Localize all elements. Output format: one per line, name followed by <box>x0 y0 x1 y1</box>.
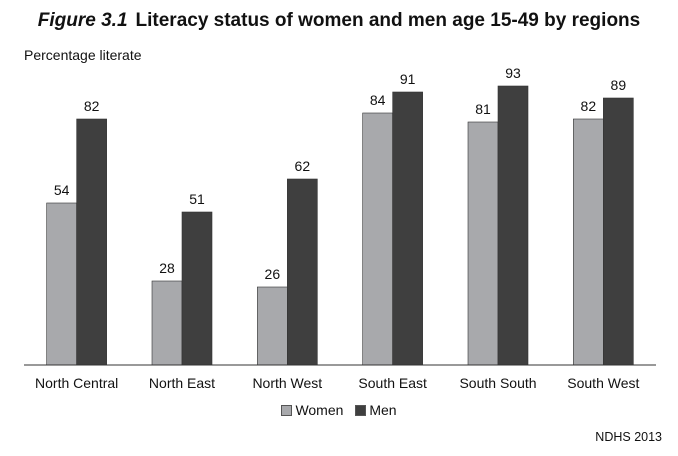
x-tick-label: North East <box>149 375 215 391</box>
bar-men-south-south <box>497 85 529 366</box>
source-note: NDHS 2013 <box>595 430 662 444</box>
bar-men-north-west <box>287 178 318 366</box>
x-tick-label: South South <box>459 375 536 391</box>
bar-women-south-south <box>467 121 499 366</box>
bar-chart: 54 82 North Central 28 51 North East 26 62 North… <box>24 65 656 391</box>
data-label-women-north-east: 28 <box>159 260 175 276</box>
data-label-women-south-west: 82 <box>581 98 597 114</box>
bar-men-south-east <box>392 91 423 366</box>
data-label-women-north-central: 54 <box>54 182 70 198</box>
data-label-women-south-east: 84 <box>370 92 386 108</box>
data-label-men-north-east: 51 <box>189 191 205 207</box>
data-label-men-south-east: 91 <box>400 71 416 87</box>
x-tick-label: South West <box>567 375 639 391</box>
data-label-women-south-south: 81 <box>475 101 491 117</box>
figure-label: Figure 3.1 <box>37 10 128 31</box>
legend-item-women: Women <box>281 402 343 418</box>
bar-women-north-east <box>151 280 183 366</box>
legend-swatch-women <box>281 404 293 416</box>
legend-item-men: Men <box>355 402 397 418</box>
data-label-men-north-west: 62 <box>295 158 311 174</box>
chart-title: Figure 3.1 Literacy status of women and m… <box>0 10 678 32</box>
x-tick-label: North West <box>252 375 322 391</box>
bar-men-north-central <box>76 118 107 366</box>
legend: Women Men <box>0 402 678 419</box>
bar-women-south-west <box>573 118 604 366</box>
legend-label-women: Women <box>295 402 344 418</box>
x-tick-label: North Central <box>35 375 118 391</box>
data-label-men-south-south: 93 <box>505 65 521 81</box>
bar-men-south-west <box>603 97 634 366</box>
legend-swatch-men <box>355 404 367 416</box>
data-label-men-north-central: 82 <box>84 98 100 114</box>
data-label-women-north-west: 26 <box>265 266 281 282</box>
data-label-men-south-west: 89 <box>611 77 627 93</box>
legend-label-men: Men <box>369 402 397 418</box>
bar-men-north-east <box>181 211 213 366</box>
y-axis-label: Percentage literate <box>24 47 142 63</box>
x-tick-label: South East <box>358 375 427 391</box>
bar-women-north-west <box>257 286 288 366</box>
bar-women-north-central <box>46 202 77 366</box>
figure-title: Literacy status of women and men age 15-… <box>135 10 641 31</box>
bar-women-south-east <box>362 112 393 366</box>
